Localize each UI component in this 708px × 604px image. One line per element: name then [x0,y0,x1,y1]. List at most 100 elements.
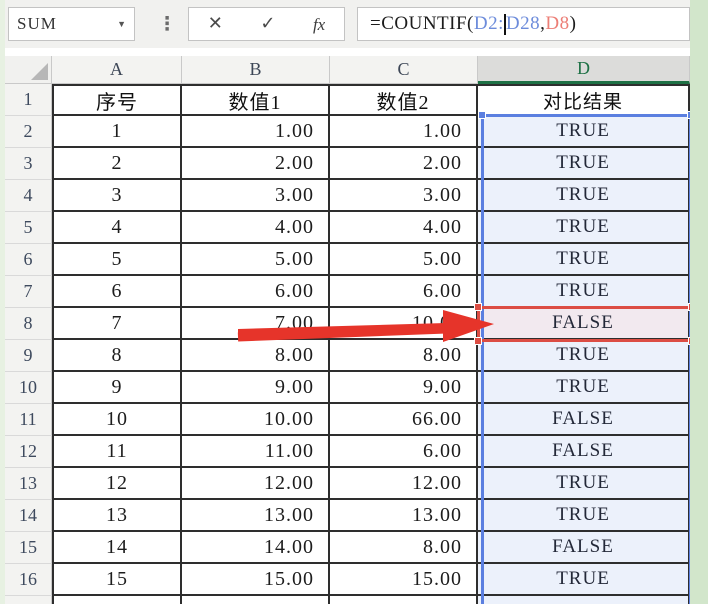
row-header-4[interactable]: 4 [5,180,52,212]
cell-D16[interactable]: TRUE [478,564,690,596]
row-header-3[interactable]: 3 [5,148,52,180]
row-header-11[interactable]: 11 [5,404,52,436]
cell-A14[interactable]: 13 [52,500,182,532]
cell-C7[interactable]: 6.00 [330,276,478,308]
cell-B14[interactable]: 13.00 [182,500,330,532]
formula-toolbar: SUM ▼ ⋮ ✕ ✓ fx =COUNTIF( D2: D28 , D8 ) [0,0,708,48]
cell-C9[interactable]: 8.00 [330,340,478,372]
cell-C12[interactable]: 6.00 [330,436,478,468]
row-header-2[interactable]: 2 [5,116,52,148]
cell-B-partial[interactable] [182,596,330,604]
cell-A4[interactable]: 3 [52,180,182,212]
cell-A16[interactable]: 15 [52,564,182,596]
cancel-button[interactable]: ✕ [207,13,223,34]
cell-B8[interactable]: 7.00 [182,308,330,340]
cell-D10[interactable]: TRUE [478,372,690,404]
row-header-13[interactable]: 13 [5,468,52,500]
cell-C-partial[interactable] [330,596,478,604]
cell-C15[interactable]: 8.00 [330,532,478,564]
cell-C3[interactable]: 2.00 [330,148,478,180]
cell-C6[interactable]: 5.00 [330,244,478,276]
row-header-8[interactable]: 8 [5,308,52,340]
cell-C11[interactable]: 66.00 [330,404,478,436]
cell-D12[interactable]: FALSE [478,436,690,468]
column-header-A[interactable]: A [52,56,182,84]
cell-B2[interactable]: 1.00 [182,116,330,148]
cell-A8[interactable]: 7 [52,308,182,340]
cell-B7[interactable]: 6.00 [182,276,330,308]
formula-input[interactable]: =COUNTIF( D2: D28 , D8 ) [357,7,690,41]
cell-D6[interactable]: TRUE [478,244,690,276]
cell-B1[interactable]: 数值1 [182,84,330,116]
column-header-D[interactable]: D [478,56,690,84]
cell-D14[interactable]: TRUE [478,500,690,532]
cell-A11[interactable]: 10 [52,404,182,436]
cell-A7[interactable]: 6 [52,276,182,308]
cell-C14[interactable]: 13.00 [330,500,478,532]
cell-A5[interactable]: 4 [52,212,182,244]
cell-C8[interactable]: 10.00 [330,308,478,340]
row-header-partial[interactable] [5,596,52,604]
cell-D5[interactable]: TRUE [478,212,690,244]
cell-D9[interactable]: TRUE [478,340,690,372]
confirm-button[interactable]: ✓ [260,13,276,34]
cell-B12[interactable]: 11.00 [182,436,330,468]
cell-A2[interactable]: 1 [52,116,182,148]
cell-A9[interactable]: 8 [52,340,182,372]
more-options-icon: ⋮ [157,13,177,35]
cell-C1[interactable]: 数值2 [330,84,478,116]
cell-A-partial[interactable] [52,596,182,604]
cell-D4[interactable]: TRUE [478,180,690,212]
cell-B11[interactable]: 10.00 [182,404,330,436]
cell-B10[interactable]: 9.00 [182,372,330,404]
chevron-down-icon[interactable]: ▼ [117,19,126,29]
row-header-9[interactable]: 9 [5,340,52,372]
cell-C2[interactable]: 1.00 [330,116,478,148]
cell-A15[interactable]: 14 [52,532,182,564]
cell-A10[interactable]: 9 [52,372,182,404]
row-header-12[interactable]: 12 [5,436,52,468]
cell-B6[interactable]: 5.00 [182,244,330,276]
row-header-7[interactable]: 7 [5,276,52,308]
row-header-15[interactable]: 15 [5,532,52,564]
cell-C5[interactable]: 4.00 [330,212,478,244]
cell-B5[interactable]: 4.00 [182,212,330,244]
cell-D2[interactable]: TRUE [478,116,690,148]
cell-B9[interactable]: 8.00 [182,340,330,372]
cell-C16[interactable]: 15.00 [330,564,478,596]
cell-A13[interactable]: 12 [52,468,182,500]
column-header-B[interactable]: B [182,56,330,84]
row-header-14[interactable]: 14 [5,500,52,532]
cell-D3[interactable]: TRUE [478,148,690,180]
row-header-5[interactable]: 5 [5,212,52,244]
cell-C10[interactable]: 9.00 [330,372,478,404]
cell-C13[interactable]: 12.00 [330,468,478,500]
cell-D15[interactable]: FALSE [478,532,690,564]
cell-A3[interactable]: 2 [52,148,182,180]
cell-D-partial[interactable] [478,596,690,604]
cell-C4[interactable]: 3.00 [330,180,478,212]
cell-B15[interactable]: 14.00 [182,532,330,564]
row-header-6[interactable]: 6 [5,244,52,276]
insert-function-button[interactable]: fx [312,14,326,34]
row-header-1[interactable]: 1 [5,84,52,116]
cell-B13[interactable]: 12.00 [182,468,330,500]
select-all-corner[interactable] [5,56,52,84]
cell-D13[interactable]: TRUE [478,468,690,500]
cell-D11[interactable]: FALSE [478,404,690,436]
row-header-16[interactable]: 16 [5,564,52,596]
cell-D8[interactable]: FALSE [478,308,690,340]
cell-A6[interactable]: 5 [52,244,182,276]
cell-D7[interactable]: TRUE [478,276,690,308]
cell-A1[interactable]: 序号 [52,84,182,116]
cell-D1[interactable]: 对比结果 [478,84,690,116]
row-header-10[interactable]: 10 [5,372,52,404]
cell-B3[interactable]: 2.00 [182,148,330,180]
name-box[interactable]: SUM ▼ [8,7,135,41]
cell-B4[interactable]: 3.00 [182,180,330,212]
cell-A12[interactable]: 11 [52,436,182,468]
column-header-C[interactable]: C [330,56,478,84]
cell-B16[interactable]: 15.00 [182,564,330,596]
